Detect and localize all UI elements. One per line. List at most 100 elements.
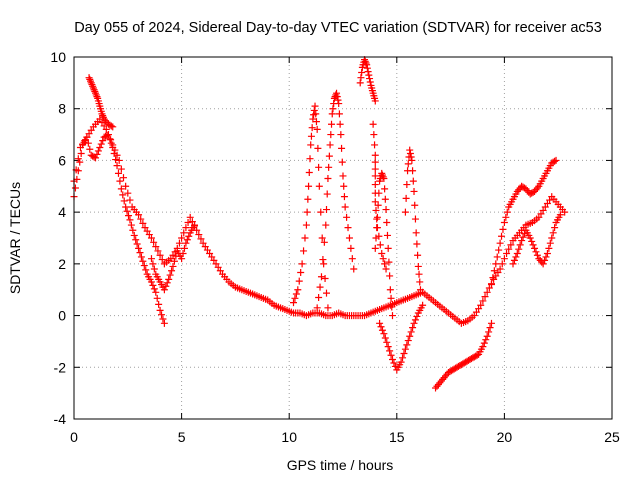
data-point-marker [300, 247, 308, 255]
data-point-marker [150, 238, 158, 246]
data-point-marker [528, 237, 536, 245]
data-point-marker [387, 294, 395, 302]
data-point-marker [383, 218, 391, 226]
data-point-marker [335, 100, 343, 108]
data-point-marker [338, 144, 346, 152]
data-point-marker [358, 69, 366, 77]
data-point-marker [372, 234, 380, 242]
data-point-marker [120, 197, 128, 205]
data-point-marker [376, 241, 384, 249]
data-point-marker [345, 234, 353, 242]
data-point-marker [341, 203, 349, 211]
series-spike-11h [290, 102, 332, 312]
data-point-marker [313, 304, 321, 312]
data-point-marker [315, 293, 323, 301]
data-point-marker [150, 285, 158, 293]
data-point-marker [92, 154, 100, 162]
data-point-marker [412, 229, 420, 237]
data-point-marker [290, 299, 298, 307]
data-point-marker [332, 91, 340, 99]
data-point-marker [373, 213, 381, 221]
data-point-marker [401, 345, 409, 353]
data-point-marker [122, 203, 130, 211]
data-point-marker [347, 244, 355, 252]
x-tick-label: 15 [389, 429, 405, 445]
y-tick-label: -2 [54, 359, 67, 375]
data-point-marker [386, 347, 394, 355]
data-point-marker [77, 150, 85, 158]
data-point-marker [163, 279, 171, 287]
data-point-marker [321, 275, 329, 283]
data-point-marker [519, 233, 527, 241]
data-point-marker [410, 187, 418, 195]
data-point-marker [496, 239, 504, 247]
data-point-marker [409, 177, 417, 185]
data-point-marker [156, 251, 164, 259]
data-point-marker [139, 257, 147, 265]
data-point-marker [339, 172, 347, 180]
data-point-marker [556, 211, 564, 219]
data-point-marker [136, 249, 144, 257]
data-point-marker [91, 87, 99, 95]
series-early-branch [70, 131, 168, 327]
data-point-marker [158, 256, 166, 264]
data-point-marker [329, 105, 337, 113]
y-tick-label: 0 [58, 308, 66, 324]
x-tick-label: 10 [281, 429, 297, 445]
data-point-marker [305, 168, 313, 176]
data-point-marker [410, 319, 418, 327]
y-tick-label: 2 [58, 256, 66, 272]
data-point-marker [117, 185, 125, 193]
data-point-marker [153, 294, 161, 302]
data-point-marker [158, 311, 166, 319]
data-point-marker [326, 141, 334, 149]
data-point-marker [178, 234, 186, 242]
data-point-marker [496, 265, 504, 273]
data-point-marker [195, 231, 203, 239]
data-point-marker [123, 207, 131, 215]
data-point-marker [328, 110, 336, 118]
data-point-marker [357, 74, 365, 82]
data-point-marker [98, 110, 106, 118]
x-tick-label: 0 [70, 429, 78, 445]
data-point-marker [335, 110, 343, 118]
data-point-marker [541, 256, 549, 264]
data-point-marker [182, 239, 190, 247]
data-point-marker [135, 244, 143, 252]
data-point-marker [185, 232, 193, 240]
data-point-marker [479, 297, 487, 305]
data-point-marker [487, 319, 495, 327]
data-point-marker [86, 75, 94, 83]
data-point-marker [160, 286, 168, 294]
data-point-marker [92, 89, 100, 97]
data-point-marker [495, 246, 503, 254]
data-point-marker [480, 339, 488, 347]
data-point-marker [384, 244, 392, 252]
data-point-marker [388, 312, 396, 320]
data-point-marker [119, 174, 127, 182]
data-point-marker [320, 238, 328, 246]
data-point-marker [302, 221, 310, 229]
data-point-marker [487, 281, 495, 289]
data-point-marker [483, 332, 491, 340]
data-point-marker [319, 256, 327, 264]
data-point-marker [92, 91, 100, 99]
x-tick-label: 20 [497, 429, 513, 445]
y-tick-label: 8 [58, 101, 66, 117]
data-point-marker [411, 201, 419, 209]
data-point-marker [113, 162, 121, 170]
data-point-marker [552, 156, 560, 164]
data-point-marker [325, 152, 333, 160]
data-point-marker [313, 125, 321, 133]
data-point-marker [551, 157, 559, 165]
data-point-marker [150, 265, 158, 273]
x-axis-label: GPS time / hours [287, 457, 394, 473]
data-point-marker [147, 234, 155, 242]
data-point-marker [119, 191, 127, 199]
data-point-marker [159, 315, 167, 323]
data-point-marker [97, 140, 105, 148]
data-point-marker [133, 240, 141, 248]
data-point-marker [409, 324, 417, 332]
data-point-marker [86, 77, 94, 85]
data-point-marker [371, 165, 379, 173]
